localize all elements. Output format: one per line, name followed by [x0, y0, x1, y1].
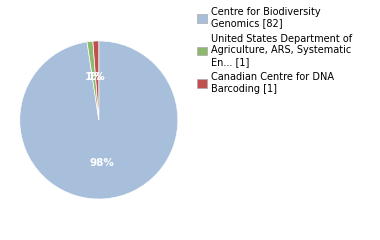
Text: 1%: 1% [88, 72, 106, 82]
Wedge shape [93, 41, 99, 120]
Text: 98%: 98% [90, 158, 114, 168]
Legend: Centre for Biodiversity
Genomics [82], United States Department of
Agriculture, : Centre for Biodiversity Genomics [82], U… [195, 5, 355, 96]
Wedge shape [20, 41, 178, 199]
Wedge shape [87, 41, 99, 120]
Text: 1%: 1% [85, 72, 103, 82]
